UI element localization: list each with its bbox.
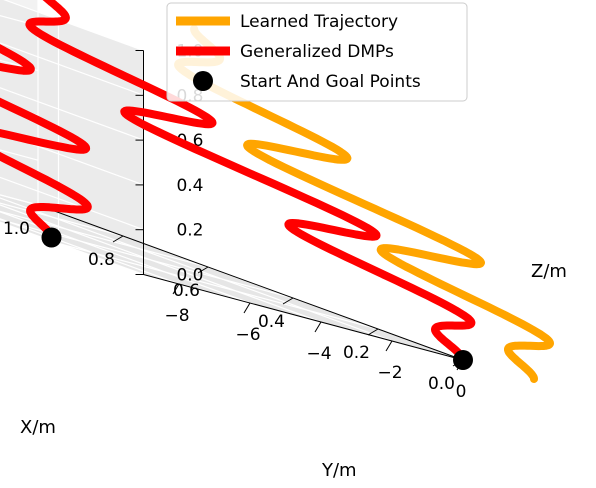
- y-axis-label: Y/m: [321, 460, 357, 481]
- grid-line: [3, 0, 144, 52]
- grid-line: [0, 42, 144, 96]
- series-line-2: [0, 44, 92, 242]
- tick-mark: [367, 328, 379, 336]
- y-tick-label: −8: [164, 306, 189, 326]
- grid-line: [58, 242, 379, 330]
- legend-swatch-points: [193, 71, 213, 91]
- x-tick-label: 0.2: [343, 343, 370, 363]
- tick-mark: [243, 302, 251, 314]
- x-tick-label: 1.0: [3, 219, 30, 239]
- x-axis-line: [37, 204, 464, 361]
- grid-line: [0, 202, 124, 237]
- tick-mark: [172, 283, 180, 295]
- grid-line: [0, 218, 294, 299]
- tick-mark: [314, 321, 322, 333]
- x-axis-label: X/m: [20, 417, 56, 438]
- legend-box: [166, 2, 468, 102]
- grid-line: [0, 218, 180, 285]
- grid-line: [0, 87, 144, 141]
- y-tick-label: −4: [306, 344, 331, 364]
- start-goal-point: [453, 350, 473, 370]
- start-goal-points: [41, 227, 473, 370]
- y-tick-label: −2: [377, 363, 402, 383]
- grid-line: [0, 210, 209, 268]
- z-tick-label: 0.2: [176, 221, 203, 241]
- start-goal-point: [41, 227, 62, 248]
- z-tick-label: 0.4: [176, 176, 203, 196]
- legend-label-learned: Learned Trajectory: [240, 12, 398, 32]
- y-tick-label: −6: [235, 325, 260, 345]
- x-tick-label: 0.6: [173, 281, 200, 301]
- y-axis-line: [143, 274, 464, 361]
- series-line-1: [25, 0, 476, 364]
- grid-line: [0, 176, 144, 231]
- x-tick-label: 0.4: [258, 312, 285, 332]
- grid-line: [0, 131, 144, 186]
- grid-line: [0, 197, 393, 342]
- legend-label-points: Start And Goal Points: [240, 72, 421, 92]
- z-tick-label: 0.0: [176, 266, 203, 286]
- z-axis-label: Z/m: [531, 261, 567, 282]
- grid-line: [0, 204, 322, 323]
- grid-line: [0, 221, 144, 276]
- x-tick-label: 0.0: [428, 374, 455, 394]
- legend-label-generalized: Generalized DMPs: [240, 42, 394, 62]
- x-tick-label: 0.8: [88, 250, 115, 270]
- floor-pane: [0, 194, 463, 360]
- tick-mark: [385, 340, 393, 352]
- legend: Learned Trajectory Generalized DMPs Star…: [166, 2, 468, 102]
- y-tick-label: 0: [456, 382, 467, 402]
- tick-mark: [282, 297, 294, 305]
- tick-mark: [112, 235, 124, 243]
- tick-mark: [197, 266, 209, 274]
